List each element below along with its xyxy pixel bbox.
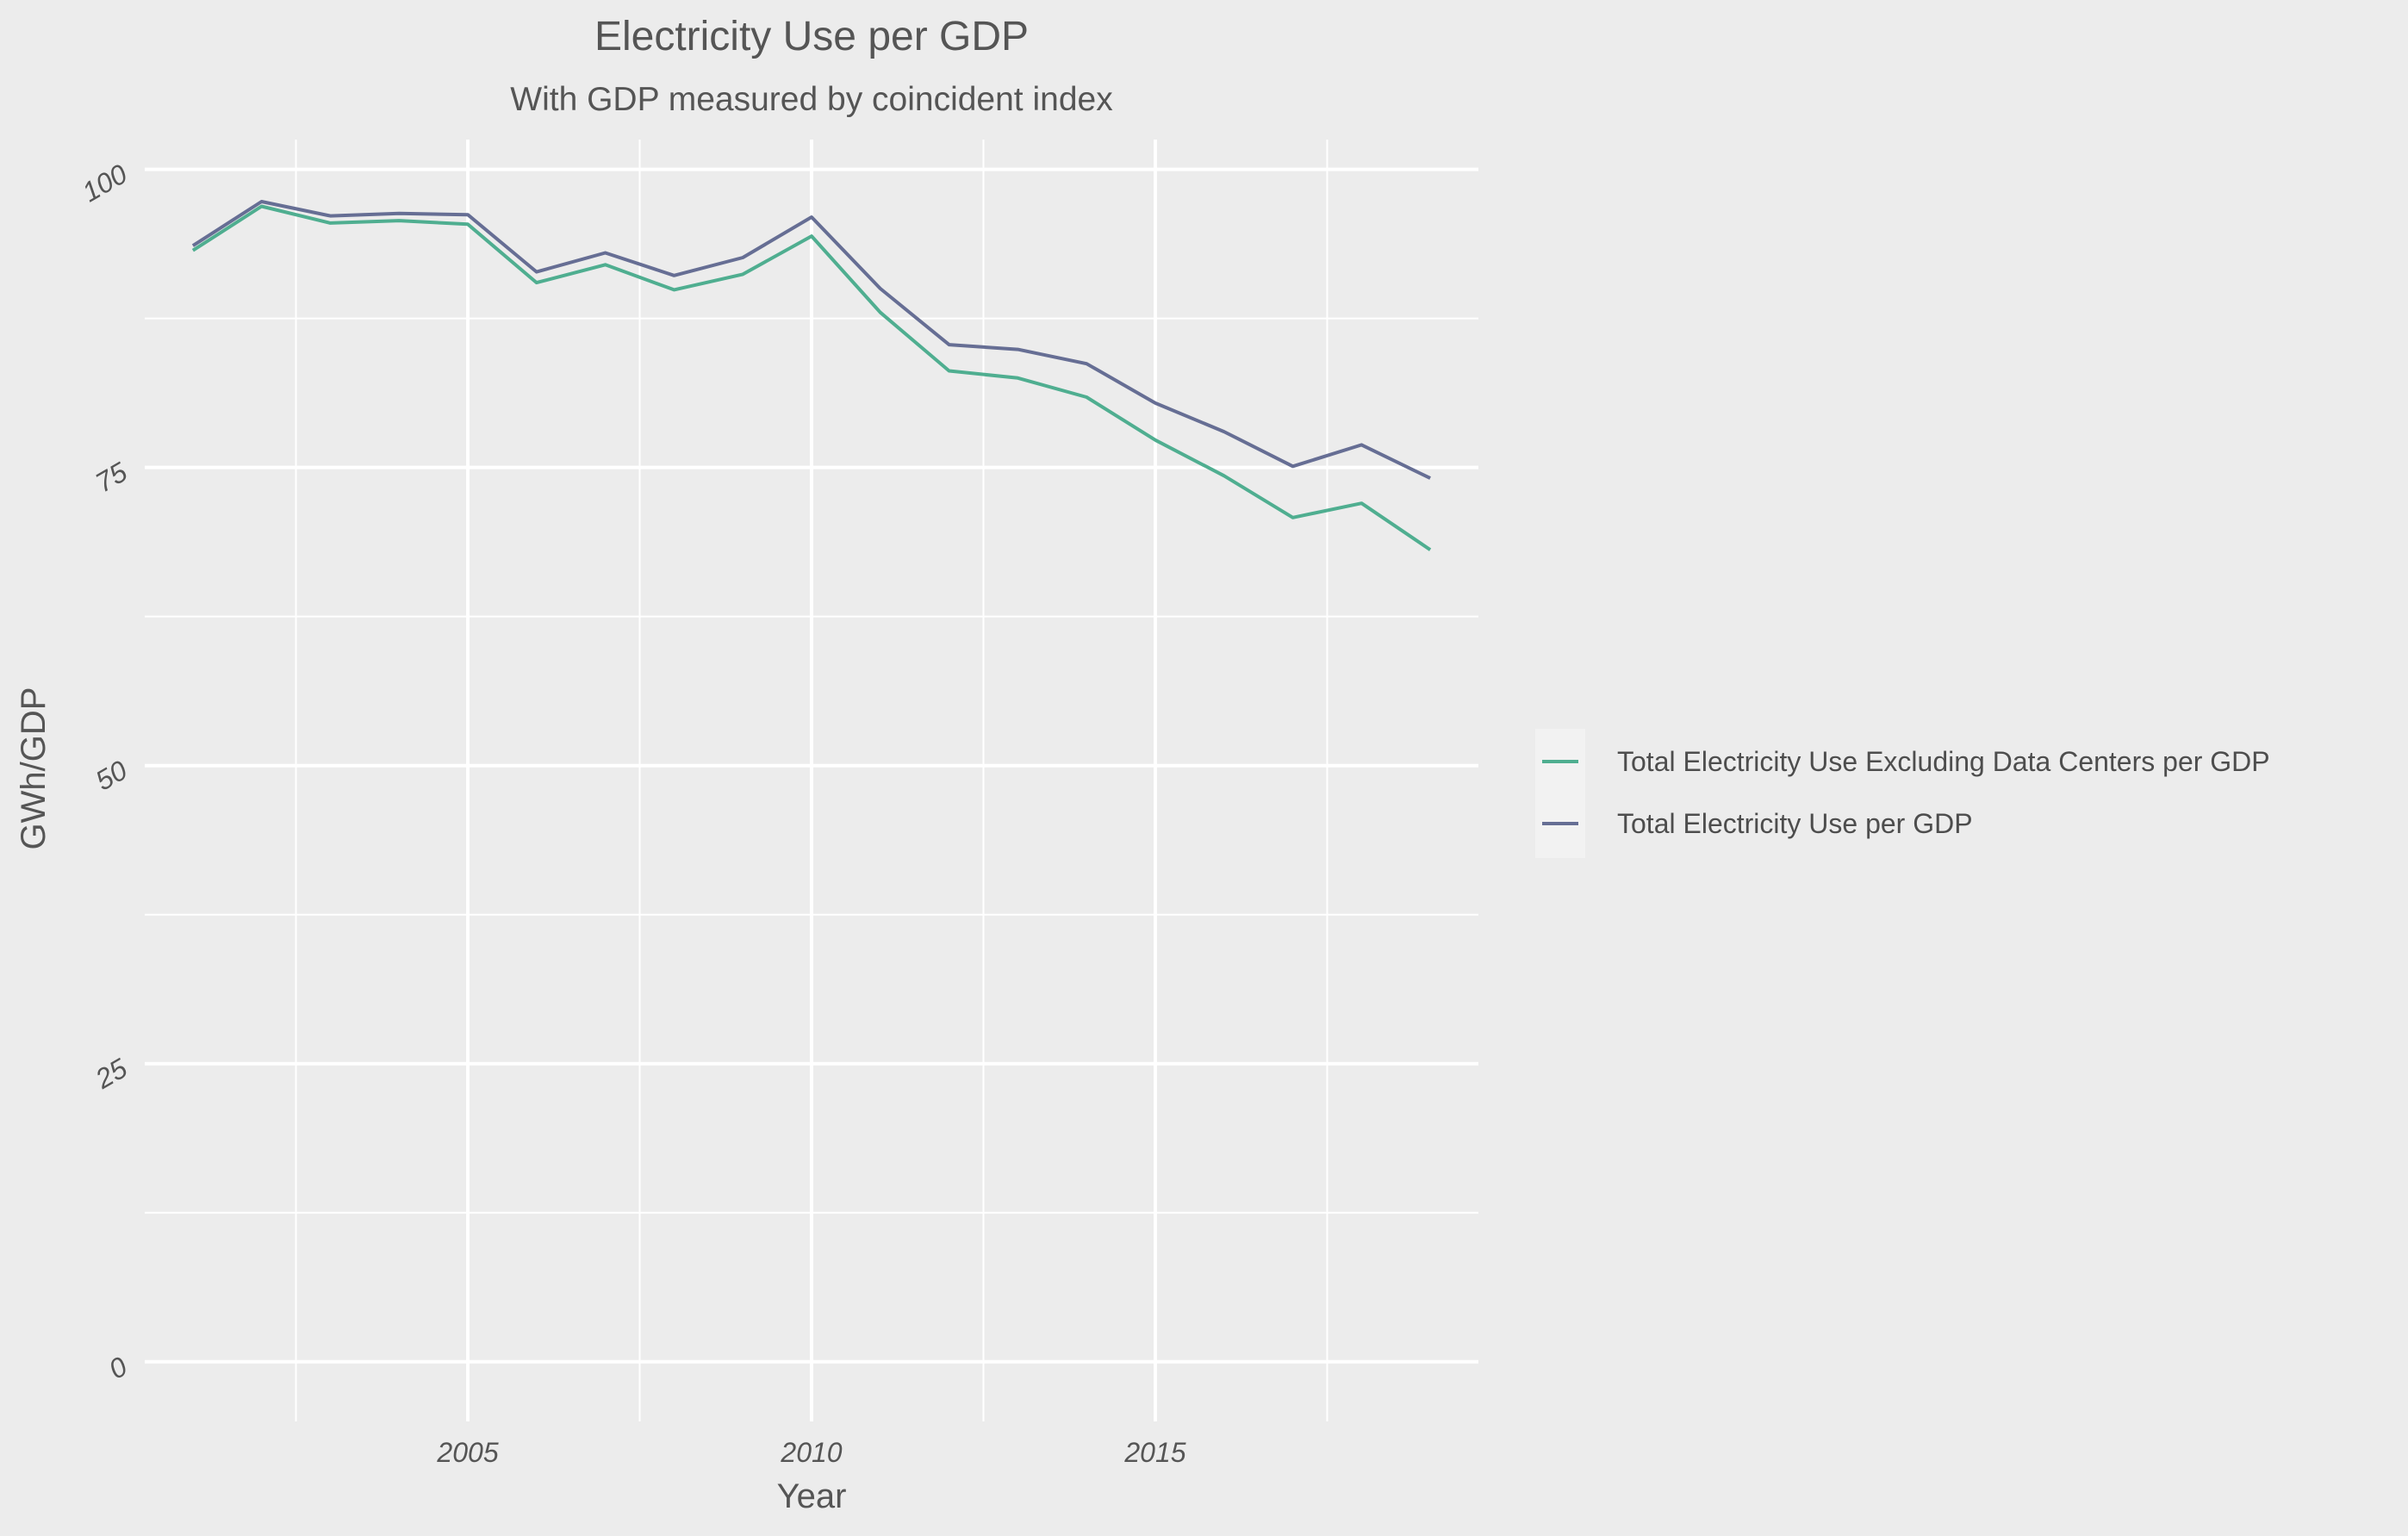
legend-label-2: Total Electricity Use per GDP (1617, 808, 1973, 839)
y-axis-title: GWh/GDP (15, 687, 53, 850)
series-line-1 (191, 204, 1432, 551)
legend-key-background (1535, 729, 1585, 858)
major-gridlines (145, 140, 1478, 1421)
legend-label-1: Total Electricity Use Excluding Data Cen… (1617, 746, 2270, 777)
x-tick-label: 2010 (780, 1437, 842, 1468)
chart-subtitle: With GDP measured by coincident index (510, 81, 1113, 118)
x-axis-tick-labels: 2005 2010 2015 (436, 1437, 1185, 1468)
series-line-2 (191, 200, 1431, 480)
x-tick-label: 2005 (436, 1437, 498, 1468)
legend: Total Electricity Use Excluding Data Cen… (1535, 729, 2270, 858)
x-axis-title: Year (777, 1477, 847, 1515)
x-tick-label: 2015 (1123, 1437, 1185, 1468)
chart-title: Electricity Use per GDP (594, 14, 1029, 59)
series-lines (191, 200, 1432, 551)
